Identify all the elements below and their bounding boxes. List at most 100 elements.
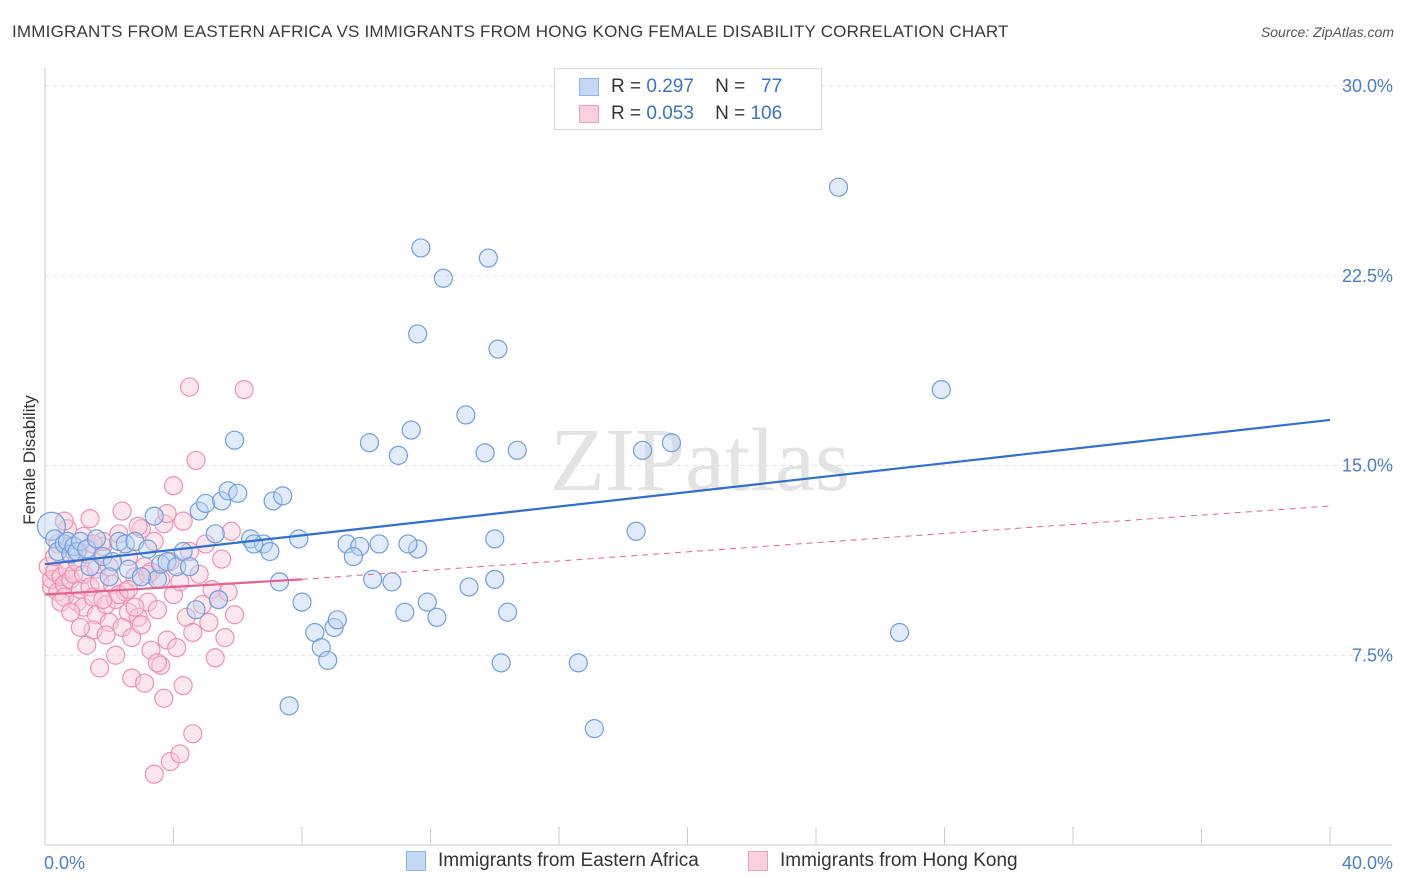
- data-point: [212, 549, 232, 569]
- data-point: [179, 557, 200, 577]
- legend-n-value: 106: [750, 103, 783, 124]
- data-point: [80, 557, 100, 577]
- data-point: [212, 491, 232, 511]
- data-point: [147, 600, 168, 620]
- data-point: [343, 546, 363, 567]
- data-point: [199, 612, 219, 632]
- data-point: [70, 531, 90, 552]
- legend-r-value: 0.297: [646, 76, 694, 97]
- chart-title: IMMIGRANTS FROM EASTERN AFRICA VS IMMIGR…: [12, 22, 1009, 41]
- data-point: [86, 529, 107, 549]
- source-credit: Source: ZipAtlas.com: [1260, 24, 1394, 40]
- legend-n-value: 77: [761, 76, 783, 97]
- data-point: [196, 534, 216, 554]
- data-point: [112, 501, 132, 521]
- data-point: [128, 516, 148, 536]
- legend-row-hong-kong: R = 0.053 N = 106: [579, 102, 782, 126]
- data-point: [408, 539, 428, 559]
- data-point: [106, 645, 126, 665]
- data-point: [157, 552, 177, 572]
- data-point: [292, 592, 312, 612]
- trend-line-hong-kong: [44, 578, 303, 596]
- data-point: [411, 238, 431, 258]
- data-point: [382, 572, 402, 592]
- data-point: [160, 751, 180, 772]
- data-point: [327, 610, 347, 630]
- trend-line-eastern-africa: [44, 418, 1331, 566]
- data-point: [456, 405, 476, 425]
- data-point: [131, 615, 151, 635]
- data-point: [398, 534, 418, 554]
- y-tick-label: 15.0%: [1342, 456, 1393, 476]
- data-point: [147, 653, 168, 673]
- data-point: [234, 380, 254, 400]
- data-point: [61, 602, 81, 622]
- data-point: [122, 668, 142, 688]
- data-point: [205, 648, 225, 668]
- data-point: [318, 650, 338, 670]
- data-point: [485, 529, 505, 549]
- data-point: [584, 719, 604, 739]
- data-point: [99, 612, 119, 632]
- data-point: [144, 506, 164, 526]
- trend-line-hong-kong-extension: [301, 505, 1331, 580]
- data-point: [189, 501, 209, 521]
- data-point: [163, 584, 184, 605]
- data-point: [61, 569, 81, 589]
- data-point: [401, 420, 421, 440]
- data-point: [931, 380, 951, 400]
- y-tick-label: 7.5%: [1352, 645, 1393, 665]
- legend-r-label: R =: [611, 76, 642, 97]
- data-point: [205, 524, 225, 544]
- series-legend: Immigrants from Eastern Africa Immigrant…: [0, 850, 1406, 878]
- data-point: [73, 564, 94, 584]
- data-point: [131, 567, 151, 587]
- data-point: [215, 627, 235, 648]
- data-point: [189, 564, 209, 584]
- data-point: [208, 589, 229, 610]
- data-point: [289, 529, 309, 549]
- data-point: [138, 539, 158, 559]
- data-point: [70, 617, 90, 638]
- stats-legend: R = 0.297 N = 77 R = 0.053 N = 106: [554, 68, 822, 130]
- x-tick-label: 40.0%: [1342, 853, 1393, 873]
- data-point: [109, 524, 129, 544]
- legend-swatch-pink: [579, 105, 599, 123]
- data-point: [125, 597, 145, 617]
- data-point: [263, 491, 283, 511]
- data-point: [173, 511, 193, 531]
- watermark: ZIPatlas: [550, 411, 850, 510]
- legend-swatch-blue: [579, 78, 599, 96]
- series-eastern-africa: [36, 177, 951, 739]
- data-point: [96, 625, 116, 645]
- data-point: [311, 638, 331, 658]
- data-point: [134, 673, 155, 693]
- data-point: [118, 602, 139, 622]
- data-point: [507, 440, 527, 460]
- data-point: [661, 433, 682, 453]
- data-point: [632, 440, 653, 460]
- trend-lines: [44, 418, 1331, 596]
- data-point: [273, 486, 293, 506]
- data-point: [369, 534, 389, 554]
- data-point: [170, 744, 190, 764]
- data-point: [144, 764, 164, 784]
- data-point: [350, 536, 370, 557]
- data-point: [144, 531, 164, 552]
- data-point: [122, 627, 142, 648]
- data-point: [260, 541, 280, 562]
- data-point: [138, 592, 158, 612]
- data-point: [36, 511, 67, 541]
- legend-label: Immigrants from Eastern Africa: [438, 850, 699, 871]
- data-point: [488, 339, 508, 359]
- axes: [44, 68, 1392, 846]
- data-point: [241, 529, 261, 549]
- data-point: [186, 600, 206, 620]
- y-tick-label: 30.0%: [1342, 76, 1393, 96]
- data-point: [359, 433, 380, 453]
- data-point: [498, 602, 518, 622]
- data-point: [475, 443, 495, 463]
- data-point: [889, 622, 910, 643]
- data-point: [157, 630, 177, 650]
- data-point: [93, 589, 113, 610]
